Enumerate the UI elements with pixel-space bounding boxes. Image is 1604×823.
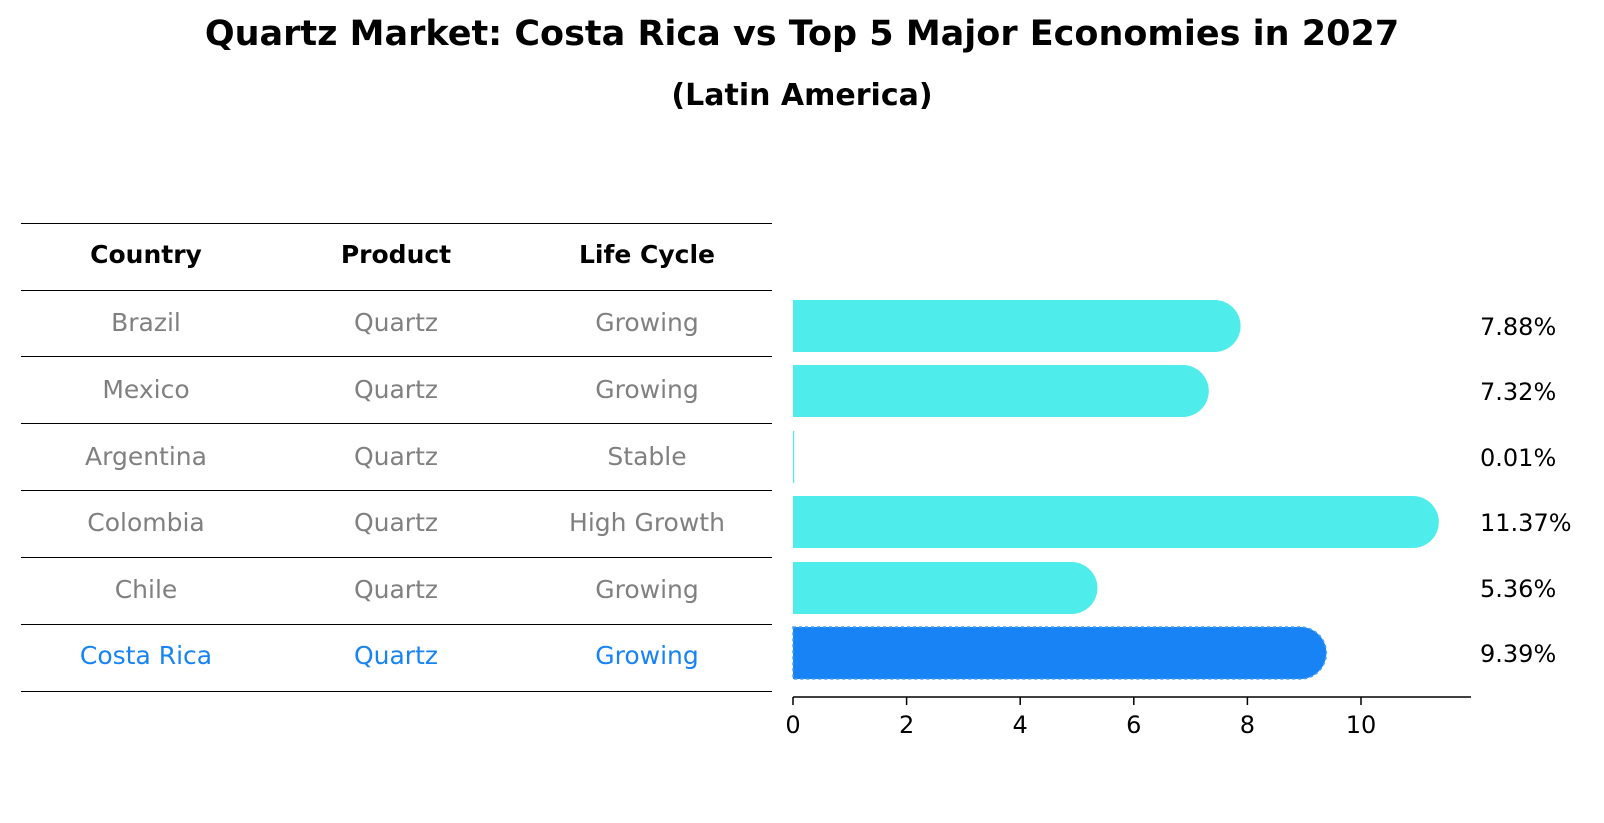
life-cycle-cell: High Growth [569, 508, 725, 537]
product-cell: Quartz [353, 508, 439, 537]
x-tick-label: 4 [1013, 711, 1028, 739]
table-rule [21, 223, 772, 224]
table-rule [21, 624, 772, 625]
product-cell: Quartz [353, 375, 439, 404]
table-rule [21, 356, 772, 357]
bar-brazil [793, 300, 1241, 352]
chart-title: Quartz Market: Costa Rica vs Top 5 Major… [204, 14, 1400, 54]
country-cell: Argentina [85, 442, 207, 471]
header-country: Country [90, 240, 202, 269]
product-cell: Quartz [353, 641, 439, 670]
header-life-cycle: Life Cycle [578, 240, 716, 269]
bar-argentina [793, 431, 795, 483]
table-rule [21, 490, 772, 491]
life-cycle-cell: Growing [595, 375, 699, 404]
table-rule [21, 423, 772, 424]
value-label: 7.32% [1480, 378, 1556, 406]
chart-subtitle: (Latin America) [671, 78, 933, 113]
value-label: 5.36% [1480, 575, 1556, 603]
country-cell: Mexico [102, 375, 190, 404]
life-cycle-cell: Stable [607, 442, 687, 471]
table-rule [21, 557, 772, 558]
bar-colombia [793, 496, 1439, 548]
bar-chile [793, 562, 1098, 614]
country-cell: Brazil [111, 308, 181, 337]
country-cell: Chile [114, 575, 178, 604]
value-label: 9.39% [1480, 640, 1556, 668]
bar-costa-rica [792, 626, 1328, 680]
life-cycle-cell: Growing [595, 641, 699, 670]
x-tick-label: 10 [1346, 711, 1377, 739]
value-label: 7.88% [1480, 313, 1556, 341]
table-rule [21, 290, 772, 291]
product-cell: Quartz [353, 442, 439, 471]
value-label: 0.01% [1480, 444, 1556, 472]
x-tick-label: 2 [899, 711, 914, 739]
life-cycle-cell: Growing [595, 308, 699, 337]
product-cell: Quartz [353, 575, 439, 604]
x-tick-label: 0 [785, 711, 800, 739]
x-tick-label: 8 [1240, 711, 1255, 739]
x-tick-label: 6 [1126, 711, 1141, 739]
life-cycle-cell: Growing [595, 575, 699, 604]
country-cell: Costa Rica [79, 641, 213, 670]
table-rule [21, 691, 772, 692]
country-cell: Colombia [87, 508, 205, 537]
bar-mexico [793, 365, 1209, 417]
value-label: 11.37% [1480, 509, 1572, 537]
header-product: Product [340, 240, 452, 269]
product-cell: Quartz [353, 308, 439, 337]
